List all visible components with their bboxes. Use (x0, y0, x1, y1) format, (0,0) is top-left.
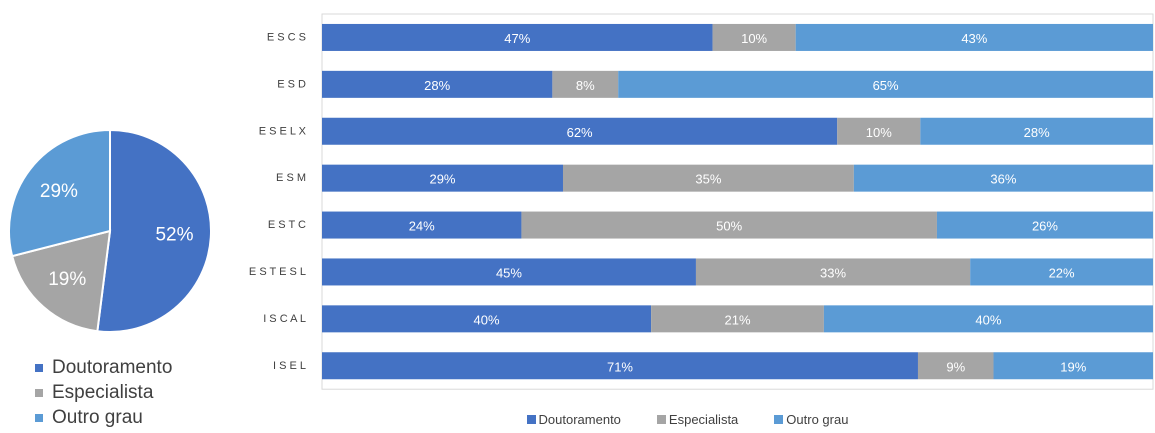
bar-data-label: 47% (504, 31, 530, 46)
bar-estesl-outro-grau (970, 258, 1153, 286)
bar-data-label: 26% (1032, 219, 1058, 234)
bar-data-label: 24% (409, 219, 435, 234)
category-label-esm: E S M (276, 172, 306, 184)
category-label-iscal: I S C A L (263, 313, 306, 325)
bar-estc-doutoramento (322, 211, 522, 239)
pie-slice-outro-grau (8, 128, 111, 258)
bar-estesl-doutoramento (322, 258, 696, 286)
bar-legend: Doutoramento Especialista Outro grau (0, 412, 1155, 427)
pie-legend: Doutoramento Especialista Outro grau (35, 355, 172, 430)
bar-esd-especialista (552, 70, 619, 98)
bar-isel-doutoramento (322, 352, 918, 380)
bar-data-label: 29% (429, 172, 455, 187)
bar-eselx-doutoramento (322, 117, 838, 145)
category-label-isel: I S E L (273, 360, 306, 372)
bar-data-label: 71% (607, 359, 633, 374)
bar-data-label: 21% (724, 312, 750, 327)
bar-legend-label: Doutoramento (538, 412, 621, 427)
bar-esd-doutoramento (322, 70, 553, 98)
category-label-eselx: E S E L X (259, 125, 307, 137)
pie-legend-item-outro-grau: Outro grau (35, 405, 172, 430)
pie-legend-label: Doutoramento (52, 356, 173, 378)
bar-legend-label: Especialista (668, 412, 739, 427)
legend-swatch-outro-grau (35, 413, 43, 422)
bar-data-label: 10% (741, 31, 767, 46)
bar-isel-outro-grau (993, 352, 1153, 380)
bar-escs-especialista (712, 23, 796, 51)
pie-legend-item-doutoramento: Doutoramento (35, 355, 172, 380)
legend-swatch-doutoramento (35, 363, 43, 372)
bar-eselx-outro-grau (920, 117, 1153, 145)
bar-estc-outro-grau (936, 211, 1153, 239)
bar-data-label: 28% (424, 78, 450, 93)
bar-data-label: 45% (496, 265, 522, 280)
bar-esd-outro-grau (618, 70, 1153, 98)
pie-data-label: 19% (48, 269, 86, 290)
stacked-bar-chart: E S C S 47% 10% 43% E S D 28% 8% 65% E S E L X 62… (249, 13, 1154, 390)
bar-data-label: 10% (866, 125, 892, 140)
plot-area-border (321, 13, 1154, 390)
bar-legend-item-doutoramento: Doutoramento (526, 412, 621, 427)
bar-iscal-especialista (651, 305, 824, 333)
category-label-esd: E S D (277, 78, 306, 90)
bar-legend-item-outro-grau: Outro grau (774, 412, 848, 427)
category-label-estc: E S T C (268, 219, 306, 231)
bar-estc-especialista (521, 211, 937, 239)
bar-estesl-especialista (695, 258, 971, 286)
bar-escs-doutoramento (322, 23, 713, 51)
bar-escs-outro-grau (795, 23, 1153, 51)
bar-data-label: 19% (1060, 359, 1086, 374)
pie-chart: 52% 19% 29% (8, 128, 212, 333)
bar-data-label: 43% (961, 31, 987, 46)
bar-legend-item-especialista: Especialista (656, 412, 739, 427)
bar-data-label: 40% (975, 312, 1001, 327)
legend-swatch-doutoramento (526, 415, 536, 424)
bar-data-label: 50% (716, 219, 742, 234)
bar-data-label: 33% (820, 265, 846, 280)
category-label-estesl: E S T E S L (249, 266, 306, 278)
bar-data-label: 22% (1049, 265, 1075, 280)
bar-data-label: 40% (474, 312, 500, 327)
legend-swatch-especialista (35, 388, 43, 397)
pie-legend-label: Especialista (52, 381, 154, 403)
bar-data-label: 65% (873, 78, 899, 93)
bar-iscal-doutoramento (322, 305, 652, 333)
pie-slice-doutoramento (96, 128, 212, 333)
bar-esm-especialista (562, 164, 854, 192)
pie-legend-item-especialista: Especialista (35, 380, 172, 405)
bar-data-label: 9% (946, 359, 965, 374)
pie-data-label: 52% (155, 225, 193, 246)
bar-esm-outro-grau (853, 164, 1153, 192)
pie-legend-label: Outro grau (52, 406, 143, 428)
legend-swatch-especialista (656, 415, 666, 424)
bar-eselx-especialista (837, 117, 921, 145)
pie-slice-especialista (10, 229, 112, 333)
pie-data-label: 29% (40, 181, 78, 202)
bar-data-label: 62% (567, 125, 593, 140)
bar-data-label: 28% (1024, 125, 1050, 140)
bar-iscal-outro-grau (823, 305, 1153, 333)
bar-data-label: 35% (695, 172, 721, 187)
bar-data-label: 36% (990, 172, 1016, 187)
legend-swatch-outro-grau (774, 415, 784, 424)
bar-esm-doutoramento (322, 164, 563, 192)
bar-isel-especialista (917, 352, 994, 380)
category-label-escs: E S C S (267, 31, 306, 43)
bar-data-label: 8% (576, 78, 595, 93)
bar-legend-label: Outro grau (786, 412, 849, 427)
